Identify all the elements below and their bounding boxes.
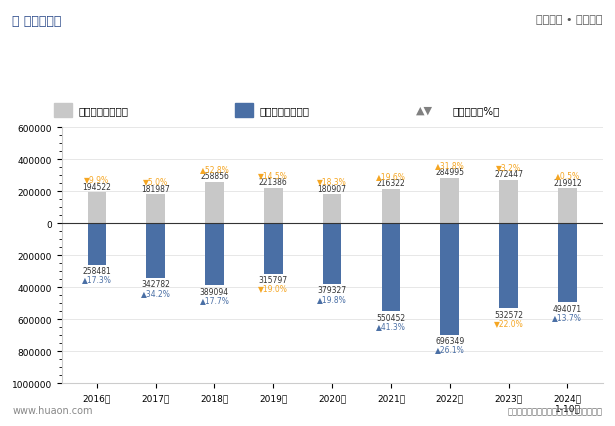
Bar [558,189,577,224]
Text: 532572: 532572 [494,310,523,319]
Text: 272447: 272447 [494,170,523,179]
Bar [87,224,106,265]
Bar [146,195,165,224]
Text: ▼5.0%: ▼5.0% [143,177,168,186]
Text: ▼18.3%: ▼18.3% [317,177,347,186]
Text: ▲17.7%: ▲17.7% [199,295,229,304]
Bar [54,104,73,118]
Text: ▲26.1%: ▲26.1% [435,345,464,354]
Text: 494071: 494071 [553,304,582,313]
Text: ▲▼: ▲▼ [416,106,433,116]
Bar [382,189,400,224]
Text: ▼9.9%: ▼9.9% [84,175,109,184]
Bar [323,224,341,284]
Text: ▼22.0%: ▼22.0% [494,318,523,327]
Text: 284995: 284995 [435,168,464,177]
Bar [558,224,577,302]
Text: 进口额（万美元）: 进口额（万美元） [260,106,309,116]
Bar [205,224,224,286]
Text: ▲41.3%: ▲41.3% [376,321,406,330]
Text: 342782: 342782 [141,280,170,289]
Bar [440,224,459,335]
Text: 180907: 180907 [317,184,347,193]
Bar [264,188,282,224]
Text: 258856: 258856 [200,172,229,181]
Text: ▼14.5%: ▼14.5% [258,170,288,179]
Text: www.huaon.com: www.huaon.com [12,405,93,415]
Text: 219912: 219912 [553,178,582,187]
Text: 696349: 696349 [435,336,464,345]
Text: ▲0.5%: ▲0.5% [555,171,580,180]
Text: 数据来源：中国海关，华经产业研究院整理: 数据来源：中国海关，华经产业研究院整理 [508,406,603,415]
Text: 389094: 389094 [200,287,229,296]
Bar [235,104,253,118]
Text: ▲17.3%: ▲17.3% [82,274,112,284]
Bar [87,193,106,224]
Bar [499,180,518,224]
Text: 2016-2024年10月甘肃省(境内目的地/货源地)进、出口额: 2016-2024年10月甘肃省(境内目的地/货源地)进、出口额 [159,65,456,80]
Bar [440,178,459,224]
Bar [146,224,165,279]
Text: ▲31.8%: ▲31.8% [435,160,464,170]
Bar [323,195,341,224]
Text: ▲13.7%: ▲13.7% [552,312,582,321]
Text: 315797: 315797 [259,275,288,285]
Text: ▲52.8%: ▲52.8% [200,164,229,173]
Text: ▼3.2%: ▼3.2% [496,162,521,171]
Text: 194522: 194522 [82,182,111,191]
Text: 出口额（万美元）: 出口额（万美元） [79,106,129,116]
Text: 379327: 379327 [317,285,347,294]
Text: 同比增长（%）: 同比增长（%） [452,106,499,116]
Text: ▲34.2%: ▲34.2% [141,288,170,297]
Text: 181987: 181987 [141,184,170,193]
Text: 216322: 216322 [376,179,405,188]
Text: 258481: 258481 [82,266,111,275]
Text: 🔷 华经情报网: 🔷 华经情报网 [12,15,62,28]
Bar [499,224,518,309]
Bar [264,224,282,274]
Text: 550452: 550452 [376,313,405,322]
Text: ▲19.8%: ▲19.8% [317,294,347,303]
Text: ▲19.6%: ▲19.6% [376,171,406,180]
Bar [382,224,400,311]
Text: 专业严谨 • 客观科学: 专业严谨 • 客观科学 [536,15,603,25]
Text: 221386: 221386 [259,178,288,187]
Text: ▼19.0%: ▼19.0% [258,284,288,293]
Bar [205,182,224,224]
